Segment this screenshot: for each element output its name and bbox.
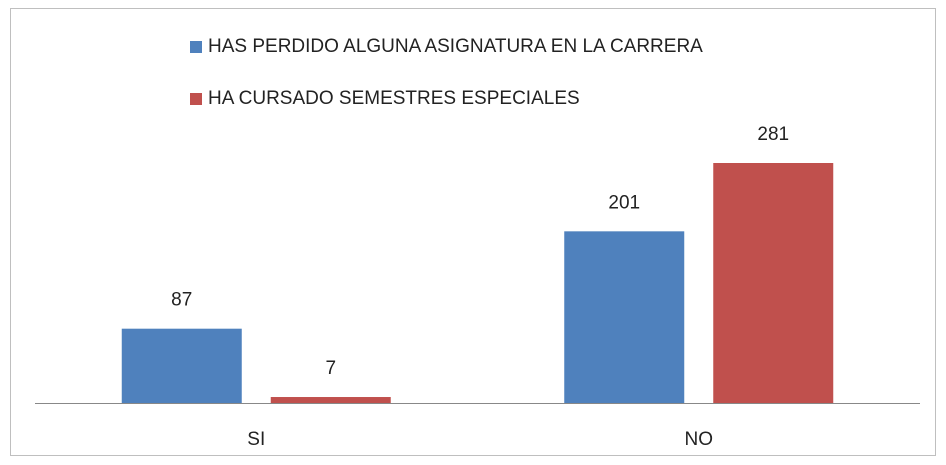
bar	[270, 397, 391, 403]
legend-swatch	[190, 41, 202, 53]
data-label: 7	[325, 358, 336, 379]
bar	[121, 328, 242, 403]
x-tick-label: SI	[247, 429, 265, 450]
legend-swatch	[190, 93, 202, 105]
legend-label: HA CURSADO SEMESTRES ESPECIALES	[208, 88, 580, 109]
data-label: 281	[757, 124, 789, 145]
x-tick-label: NO	[685, 429, 714, 450]
legend-label: HAS PERDIDO ALGUNA ASIGNATURA EN LA CARR…	[208, 36, 703, 57]
bar	[713, 163, 834, 403]
bar	[564, 231, 685, 403]
data-label: 201	[608, 192, 640, 213]
data-label: 87	[171, 290, 192, 311]
